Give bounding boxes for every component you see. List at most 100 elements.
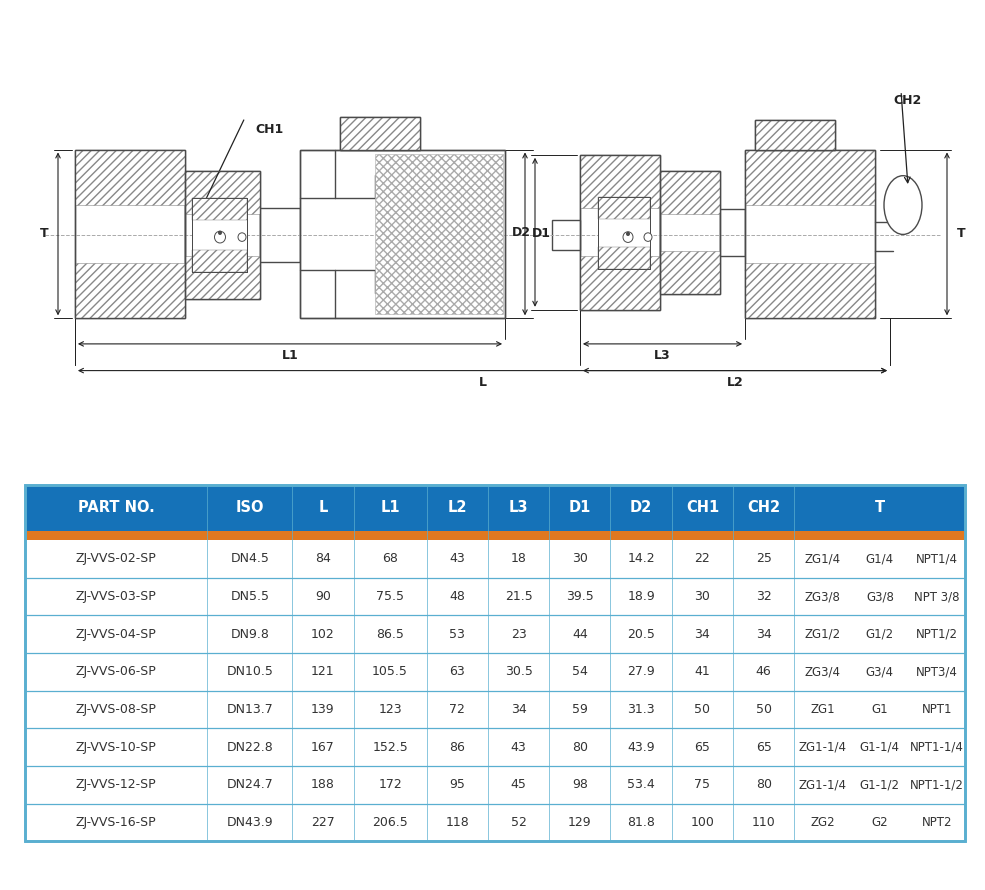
Text: 206.5: 206.5	[372, 816, 408, 829]
Bar	[300, 150, 505, 319]
Text: G1-1/4: G1-1/4	[860, 740, 900, 754]
Text: 75.5: 75.5	[376, 590, 404, 603]
Bar	[75, 263, 185, 319]
Text: ZG1/4: ZG1/4	[805, 553, 841, 565]
Bar	[745, 150, 875, 319]
Text: ZG1/2: ZG1/2	[805, 627, 841, 641]
Text: 90: 90	[315, 590, 331, 603]
Text: NPT1/4: NPT1/4	[916, 553, 957, 565]
Text: 27.9: 27.9	[627, 666, 655, 678]
Text: D1: D1	[532, 227, 551, 240]
Bar	[598, 197, 650, 269]
Text: 53: 53	[449, 627, 465, 641]
Text: 68: 68	[382, 553, 398, 565]
Text: NPT2: NPT2	[922, 816, 952, 829]
Text: 227: 227	[311, 816, 335, 829]
Text: G3/4: G3/4	[866, 666, 893, 678]
Text: NPT1: NPT1	[922, 703, 952, 716]
Text: DN4.5: DN4.5	[230, 553, 269, 565]
Text: NPT3/4: NPT3/4	[916, 666, 957, 678]
Text: 50: 50	[694, 703, 710, 716]
Circle shape	[218, 231, 222, 235]
Text: T: T	[875, 500, 885, 515]
Text: ZG1: ZG1	[811, 703, 835, 716]
Text: T: T	[956, 227, 965, 240]
Text: L3: L3	[509, 500, 528, 515]
Text: ZG1-1/4: ZG1-1/4	[799, 740, 847, 754]
Text: 129: 129	[568, 816, 592, 829]
Bar	[580, 256, 660, 310]
Text: L2: L2	[727, 376, 744, 389]
Text: L: L	[479, 376, 487, 389]
Text: ZJ-VVS-03-SP: ZJ-VVS-03-SP	[76, 590, 157, 603]
Text: 18.9: 18.9	[627, 590, 655, 603]
Bar	[580, 155, 660, 310]
Text: 54: 54	[572, 666, 588, 678]
Text: 39.5: 39.5	[566, 590, 594, 603]
Text: 86.5: 86.5	[376, 627, 404, 641]
Text: ZG3/8: ZG3/8	[805, 590, 841, 603]
Text: DN5.5: DN5.5	[230, 590, 269, 603]
Text: L1: L1	[380, 500, 400, 515]
Text: NPT1-1/2: NPT1-1/2	[910, 779, 963, 791]
Bar	[660, 171, 720, 294]
Text: 152.5: 152.5	[372, 740, 408, 754]
Text: 84: 84	[315, 553, 331, 565]
Bar	[185, 171, 260, 299]
Text: 32: 32	[755, 590, 771, 603]
Text: L2: L2	[447, 500, 467, 515]
Text: ISO: ISO	[235, 500, 264, 515]
Text: ZG1-1/4: ZG1-1/4	[799, 779, 847, 791]
Text: 95: 95	[449, 779, 465, 791]
Text: 167: 167	[311, 740, 335, 754]
Text: 43: 43	[449, 553, 465, 565]
Text: L1: L1	[282, 349, 298, 362]
Bar	[755, 119, 835, 150]
Text: 25: 25	[755, 553, 771, 565]
Text: 86: 86	[449, 740, 465, 754]
Text: 18: 18	[510, 553, 526, 565]
Text: 30.5: 30.5	[504, 666, 533, 678]
Bar	[598, 197, 650, 269]
Text: 34: 34	[694, 627, 710, 641]
Bar	[720, 209, 745, 256]
Bar	[340, 117, 420, 150]
Bar	[660, 171, 720, 214]
Ellipse shape	[884, 175, 922, 234]
Bar	[552, 220, 580, 250]
Text: 52: 52	[510, 816, 526, 829]
Text: L: L	[318, 500, 328, 515]
Text: 75: 75	[694, 779, 710, 791]
Text: PART NO.: PART NO.	[78, 500, 155, 515]
Text: ZG3/4: ZG3/4	[805, 666, 841, 678]
Text: NPT1-1/4: NPT1-1/4	[910, 740, 963, 754]
Bar	[375, 154, 503, 314]
Text: 48: 48	[449, 590, 465, 603]
Text: 80: 80	[572, 740, 588, 754]
Text: CH2: CH2	[893, 94, 921, 107]
Bar	[660, 251, 720, 294]
Bar	[185, 171, 260, 299]
Bar	[185, 256, 260, 299]
Bar	[25, 540, 965, 841]
Text: 139: 139	[311, 703, 335, 716]
Text: 30: 30	[694, 590, 710, 603]
Text: DN10.5: DN10.5	[227, 666, 273, 678]
Bar	[25, 531, 965, 540]
Text: 110: 110	[752, 816, 775, 829]
Text: G3/8: G3/8	[866, 590, 893, 603]
Bar	[192, 250, 247, 272]
Text: D1: D1	[568, 500, 591, 515]
Circle shape	[238, 233, 246, 241]
Text: ZJ-VVS-10-SP: ZJ-VVS-10-SP	[76, 740, 157, 754]
Text: ZJ-VVS-08-SP: ZJ-VVS-08-SP	[76, 703, 157, 716]
Text: 80: 80	[755, 779, 771, 791]
Text: 20.5: 20.5	[627, 627, 655, 641]
Text: 172: 172	[378, 779, 402, 791]
Bar	[300, 150, 505, 319]
Text: 43.9: 43.9	[627, 740, 655, 754]
Text: ZJ-VVS-02-SP: ZJ-VVS-02-SP	[76, 553, 157, 565]
Bar	[745, 263, 875, 319]
Text: NPT1/2: NPT1/2	[916, 627, 957, 641]
Text: NPT 3/8: NPT 3/8	[914, 590, 959, 603]
